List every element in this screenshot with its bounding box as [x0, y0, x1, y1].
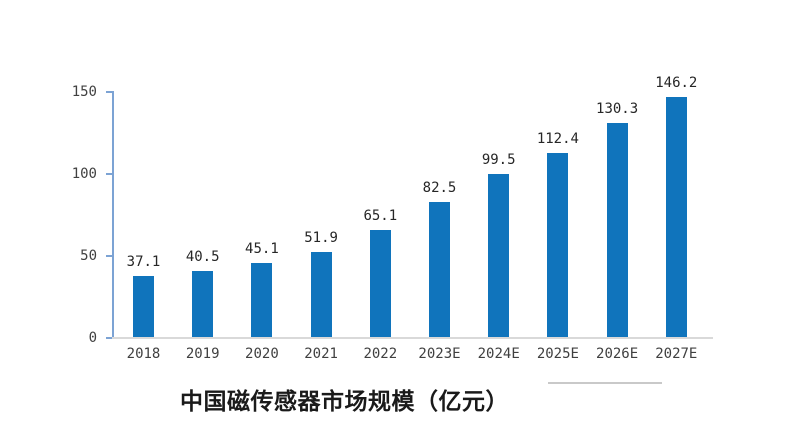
y-tick-label: 50 [80, 248, 97, 264]
bar [369, 230, 391, 337]
bar [429, 201, 450, 337]
x-tick-label: 2027E [655, 346, 698, 362]
x-tick-label: 2021 [304, 346, 338, 362]
x-tick-label: 2025E [536, 346, 579, 362]
bar [192, 270, 214, 337]
bar-value-label: 45.1 [245, 241, 279, 258]
bar [547, 152, 569, 337]
bar-value-label: 65.1 [363, 208, 398, 225]
bar-value-label: 82.5 [422, 179, 457, 196]
bar-value-label: 112.4 [536, 130, 579, 147]
x-tick-label: 2020 [245, 346, 279, 362]
bar [133, 276, 154, 337]
bar [665, 97, 687, 337]
bar [488, 173, 510, 337]
y-axis-tick [106, 337, 112, 339]
x-tick-label: 2019 [185, 346, 220, 362]
x-tick-label: 2024E [477, 346, 520, 362]
bar-value-label: 99.5 [481, 151, 516, 168]
bar-value-label: 40.5 [185, 248, 220, 265]
bar [310, 251, 332, 337]
x-tick-label: 2018 [126, 346, 161, 362]
x-tick-label: 2026E [596, 346, 639, 362]
bar-value-label: 37.1 [126, 254, 161, 271]
chart-title: 中国磁传感器市场规模（亿元） [180, 388, 509, 415]
bar-value-label: 146.2 [655, 75, 698, 92]
y-axis-tick [106, 173, 112, 175]
bar [606, 123, 628, 337]
y-tick-label: 0 [88, 330, 97, 346]
y-axis-line [112, 91, 114, 339]
y-tick-label: 100 [71, 166, 97, 182]
x-tick-label: 2023E [418, 346, 461, 362]
bar-value-label: 130.3 [596, 101, 639, 118]
y-axis-tick [106, 91, 112, 93]
x-axis-baseline [112, 337, 713, 339]
bar [251, 263, 273, 337]
y-axis-tick [106, 255, 112, 257]
x-tick-label: 2022 [363, 346, 398, 362]
bar-value-label: 51.9 [304, 229, 338, 246]
y-tick-label: 150 [71, 84, 97, 100]
decorative-underline [548, 382, 662, 384]
